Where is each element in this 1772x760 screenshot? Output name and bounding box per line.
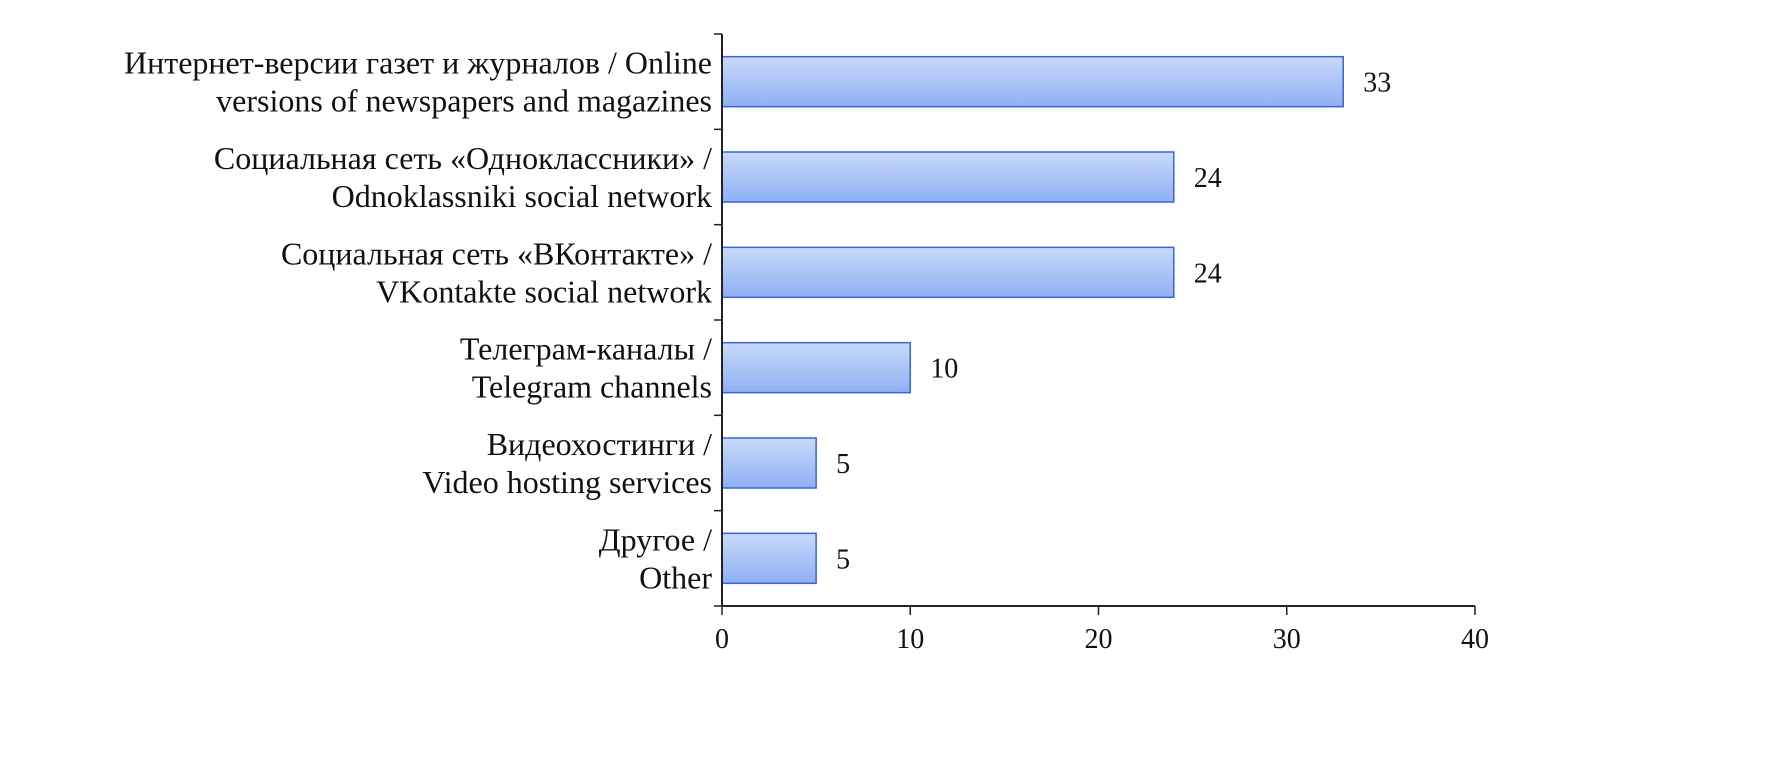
x-tick-label-2: 20	[1085, 624, 1113, 655]
category-label-line: VKontakte social network	[376, 273, 712, 309]
x-tick-label-1: 10	[896, 624, 924, 655]
x-tick-label-0: 0	[715, 624, 729, 655]
category-label-0: Интернет-версии газет и журналов / Onlin…	[124, 45, 712, 119]
category-label-line: Telegram channels	[472, 369, 712, 405]
value-labels: 33 24 24 10 5 5	[836, 68, 1391, 576]
value-label-5: 5	[836, 544, 850, 575]
category-label-line: Телеграм-каналы /	[460, 331, 712, 367]
category-label-line: Другое /	[599, 521, 712, 557]
category-label-5: Другое / Other	[599, 521, 713, 595]
x-tick-label-4: 40	[1461, 624, 1489, 655]
category-label-2: Социальная сеть «ВКонтакте» / VKontakte s…	[281, 235, 712, 309]
category-label-line: Социальная сеть «ВКонтакте» /	[281, 235, 712, 271]
axes: 0 10 20 30 40	[714, 33, 1489, 655]
category-label-line: Odnoklassniki social network	[332, 178, 712, 214]
x-tick-label-3: 30	[1273, 624, 1301, 655]
value-label-2: 24	[1194, 258, 1222, 289]
category-label-4: Видеохостинги / Video hosting services	[422, 426, 712, 500]
category-label-line: Интернет-версии газет и журналов / Onlin…	[124, 45, 712, 81]
value-label-1: 24	[1194, 163, 1222, 194]
bar-2	[721, 246, 1175, 299]
bar-3	[721, 341, 911, 394]
category-labels: Интернет-версии газет и журналов / Onlin…	[124, 45, 712, 596]
bar-1	[721, 151, 1175, 203]
category-label-line: Other	[639, 559, 712, 595]
bar-0	[721, 55, 1344, 108]
category-label-1: Социальная сеть «Одноклассники» / Odnokla…	[214, 140, 712, 214]
value-label-3: 10	[930, 354, 958, 385]
bar-4	[721, 437, 817, 489]
value-label-4: 5	[836, 449, 850, 480]
category-label-3: Телеграм-каналы / Telegram channels	[460, 331, 712, 405]
category-label-line: versions of newspapers and magazines	[216, 83, 712, 119]
bars-layer	[721, 55, 1344, 585]
bar-5	[721, 532, 817, 585]
category-label-line: Социальная сеть «Одноклассники» /	[214, 140, 712, 176]
value-label-0: 33	[1363, 68, 1391, 99]
category-label-line: Видеохостинги /	[487, 426, 712, 462]
category-label-line: Video hosting services	[422, 464, 712, 500]
